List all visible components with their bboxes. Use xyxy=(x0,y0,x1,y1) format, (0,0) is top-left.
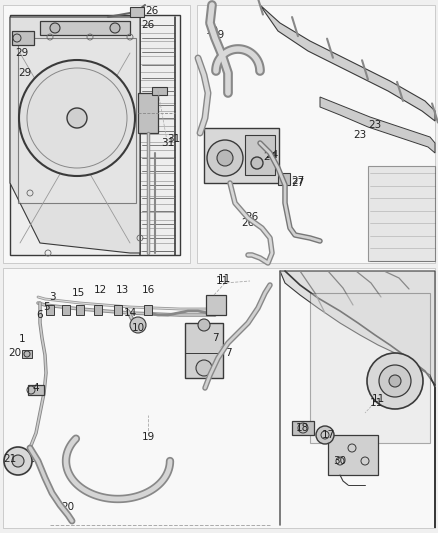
Text: 26: 26 xyxy=(141,20,155,30)
Text: 19: 19 xyxy=(212,30,225,40)
Text: 6: 6 xyxy=(37,310,43,320)
Bar xyxy=(40,21,130,35)
Text: 7: 7 xyxy=(212,333,218,343)
Text: 26: 26 xyxy=(145,6,159,16)
Bar xyxy=(3,268,435,528)
Text: 1: 1 xyxy=(19,334,25,344)
Text: 11: 11 xyxy=(369,398,383,408)
Bar xyxy=(310,293,430,443)
Circle shape xyxy=(389,375,401,387)
Circle shape xyxy=(19,60,135,176)
Text: 5: 5 xyxy=(42,302,49,312)
Text: 31: 31 xyxy=(161,138,175,148)
Bar xyxy=(3,5,190,263)
Bar xyxy=(328,435,378,475)
Text: 19: 19 xyxy=(205,26,219,36)
Text: 29: 29 xyxy=(15,48,28,58)
Circle shape xyxy=(217,150,233,166)
Circle shape xyxy=(110,23,120,33)
Text: 13: 13 xyxy=(115,285,129,295)
Text: 14: 14 xyxy=(124,308,137,318)
Bar xyxy=(278,173,290,185)
Text: 23: 23 xyxy=(353,130,367,140)
Text: 20: 20 xyxy=(8,348,21,358)
Text: 20: 20 xyxy=(61,502,74,512)
Bar xyxy=(152,87,167,95)
Polygon shape xyxy=(280,271,435,528)
Bar xyxy=(245,135,275,175)
Text: 21: 21 xyxy=(4,454,17,464)
Text: 27: 27 xyxy=(291,176,304,186)
Bar xyxy=(12,31,34,45)
Circle shape xyxy=(316,426,334,444)
Text: 23: 23 xyxy=(368,120,381,130)
Bar xyxy=(18,38,136,203)
Bar xyxy=(10,15,180,255)
Text: 26: 26 xyxy=(241,218,254,228)
Text: 16: 16 xyxy=(141,285,155,295)
Text: 4: 4 xyxy=(33,383,39,393)
Text: 24: 24 xyxy=(263,152,277,162)
Circle shape xyxy=(198,319,210,331)
Circle shape xyxy=(4,447,32,475)
Bar xyxy=(46,305,54,315)
Text: 7: 7 xyxy=(225,348,231,358)
Bar xyxy=(94,305,102,315)
Text: 3: 3 xyxy=(49,292,55,302)
Text: 26: 26 xyxy=(245,212,258,222)
Bar xyxy=(76,305,84,315)
Bar xyxy=(28,385,44,395)
Text: 30: 30 xyxy=(333,456,346,466)
Text: 19: 19 xyxy=(141,432,155,442)
Text: 24: 24 xyxy=(265,150,279,160)
Bar xyxy=(204,128,279,183)
Polygon shape xyxy=(320,97,435,153)
Circle shape xyxy=(379,365,411,397)
Polygon shape xyxy=(10,17,140,253)
Bar xyxy=(130,7,144,17)
Text: 18: 18 xyxy=(295,423,309,433)
Text: 27: 27 xyxy=(291,178,304,188)
Circle shape xyxy=(50,23,60,33)
Bar xyxy=(138,93,158,133)
Circle shape xyxy=(67,108,87,128)
Circle shape xyxy=(196,360,212,376)
Bar xyxy=(114,305,122,315)
Bar xyxy=(206,295,226,315)
Circle shape xyxy=(251,157,263,169)
Text: 10: 10 xyxy=(131,323,145,333)
Text: 15: 15 xyxy=(71,288,85,298)
Bar xyxy=(185,323,223,378)
Polygon shape xyxy=(260,5,435,121)
Bar xyxy=(197,5,435,263)
Bar xyxy=(22,350,32,358)
Circle shape xyxy=(207,140,243,176)
Text: 11: 11 xyxy=(217,274,231,284)
Text: 11: 11 xyxy=(215,276,229,286)
Bar xyxy=(62,305,70,315)
Text: 29: 29 xyxy=(18,68,32,78)
Bar xyxy=(292,421,314,435)
Circle shape xyxy=(12,455,24,467)
Circle shape xyxy=(367,353,423,409)
Text: 17: 17 xyxy=(321,430,335,440)
Bar xyxy=(144,305,152,315)
Text: 11: 11 xyxy=(371,394,385,404)
Bar xyxy=(368,166,435,261)
Text: 12: 12 xyxy=(93,285,106,295)
Circle shape xyxy=(130,317,146,333)
Text: 31: 31 xyxy=(167,134,180,144)
